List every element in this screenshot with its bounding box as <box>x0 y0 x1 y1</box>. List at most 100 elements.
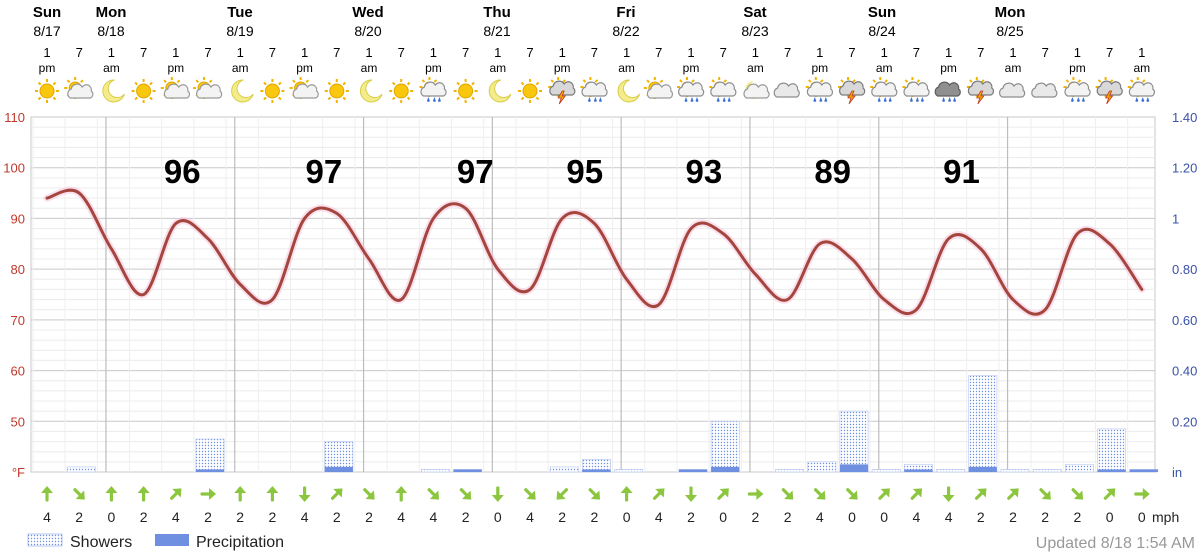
wind-unit: mph <box>1152 509 1179 525</box>
precipitation-bar <box>678 469 708 472</box>
rain-cloud-icon <box>805 77 834 102</box>
hour-label: 7 <box>526 45 533 60</box>
hour-label: 1 <box>816 45 823 60</box>
ampm-label: pm <box>683 61 700 75</box>
hour-label: 7 <box>204 45 211 60</box>
wind-speed-label: 4 <box>526 509 534 525</box>
daily-highs: 96 97 97 95 93 89 91 <box>164 153 980 190</box>
temperature-line <box>45 188 1144 316</box>
cloudy-icon <box>773 82 800 98</box>
y-left-tick-label: 90 <box>11 211 25 226</box>
showers-bar <box>936 469 966 473</box>
wind-speed-label: 4 <box>913 509 921 525</box>
hour-label: 1 <box>172 45 179 60</box>
hour-label: 1 <box>43 45 50 60</box>
hour-label: 1 <box>623 45 630 60</box>
wind-direction-arrow <box>685 486 697 502</box>
wind-speed-label: 4 <box>301 509 309 525</box>
hour-label: 1 <box>430 45 437 60</box>
wind-speed-label: 2 <box>269 509 277 525</box>
ampm-label: pm <box>554 61 571 75</box>
rain-cloud-icon <box>709 77 737 102</box>
hour-label: 1 <box>108 45 115 60</box>
showers-bar <box>1097 428 1127 473</box>
rain-cloud-icon <box>902 77 930 102</box>
rain-cloud-icon <box>870 77 898 102</box>
wind-speed-label: 2 <box>591 509 599 525</box>
partly-cloudy-day-icon <box>160 77 191 99</box>
showers-bar <box>1065 464 1094 473</box>
wind-direction-arrow <box>974 488 987 500</box>
ampm-label: am <box>361 61 378 75</box>
ampm-label: am <box>747 61 764 75</box>
y-left-tick-label: 110 <box>4 110 25 125</box>
showers-bar <box>775 469 805 473</box>
precipitation-bar <box>195 469 225 472</box>
showers-bar <box>710 420 740 473</box>
ampm-label: pm <box>39 61 56 75</box>
sun-icon <box>518 79 542 103</box>
wind-speed-label: 0 <box>1138 509 1146 525</box>
wind-speed-label: 2 <box>687 509 695 525</box>
ampm-label: pm <box>1069 61 1086 75</box>
y-left-unit: °F <box>12 465 25 480</box>
wind-direction-arrow <box>137 486 150 502</box>
updated-timestamp: Updated 8/18 1:54 AM <box>1036 535 1195 552</box>
hour-label: 1 <box>1138 45 1145 60</box>
wind-speed-label: 2 <box>784 509 792 525</box>
day-date-label: 8/25 <box>996 23 1023 39</box>
wind-direction-arrow <box>878 488 890 500</box>
y-right-tick-label: 1.20 <box>1172 161 1197 176</box>
wind-direction-arrow <box>427 488 440 500</box>
ampm-label: am <box>489 61 506 75</box>
wind-speed-label: 2 <box>752 509 760 525</box>
weather-icons-row <box>35 77 1156 105</box>
wind-direction-arrow <box>1134 488 1150 500</box>
thunderstorm-icon <box>1095 77 1123 105</box>
ampm-label: pm <box>167 61 184 75</box>
legend: Showers Precipitation Updated 8/18 1:54 … <box>27 533 1195 552</box>
precipitation-bar <box>968 466 997 472</box>
hour-label: 7 <box>720 45 727 60</box>
day-name-label: Mon <box>995 4 1026 21</box>
wind-direction-arrow <box>234 486 247 502</box>
hour-label: 1 <box>365 45 372 60</box>
day-name-label: Wed <box>352 4 383 21</box>
y-right-tick-label: 1.40 <box>1172 110 1197 125</box>
wind-direction-arrow <box>73 488 85 500</box>
y-right-tick-label: 0.60 <box>1172 313 1197 328</box>
day-date-label: 8/18 <box>97 23 124 39</box>
day-name-label: Tue <box>227 4 253 21</box>
hour-label: 1 <box>881 45 888 60</box>
wind-speed-label: 4 <box>397 509 405 525</box>
hour-label: 7 <box>140 45 147 60</box>
hour-label: 1 <box>687 45 694 60</box>
hour-label: 7 <box>848 45 855 60</box>
rain-cloud-icon <box>677 77 705 102</box>
day-date-label: 8/22 <box>612 23 639 39</box>
ampm-label: am <box>618 61 635 75</box>
ampm-label: pm <box>940 61 957 75</box>
day-date-label: 8/23 <box>741 23 768 39</box>
daily-high-label: 89 <box>814 153 851 190</box>
showers-bar <box>839 410 869 473</box>
y-right-unit: in <box>1172 465 1182 480</box>
wind-direction-arrow <box>395 486 408 502</box>
wind-direction-arrow <box>747 488 764 500</box>
showers-bar <box>549 466 579 473</box>
day-date-label: 8/24 <box>868 23 895 39</box>
day-labels: Sun 8/17 Mon 8/18 Tue 8/19 Wed 8/20 Thu 8/21 Fri 8/… <box>33 4 1026 39</box>
day-date-label: 8/21 <box>483 23 510 39</box>
day-date-label: 8/19 <box>226 23 253 39</box>
wind-speed-label: 2 <box>204 509 212 525</box>
partly-cloudy-night-icon <box>743 81 770 99</box>
y-left-tick-label: 100 <box>3 161 25 176</box>
wind-speed-label: 2 <box>75 509 83 525</box>
wind-speed-label: 0 <box>1106 509 1114 525</box>
wind-speed-label: 2 <box>1009 509 1017 525</box>
wind-speed-label: 4 <box>655 509 663 525</box>
sun-icon <box>324 79 349 103</box>
wind-direction-arrow <box>846 488 858 500</box>
hour-label: 7 <box>913 45 920 60</box>
